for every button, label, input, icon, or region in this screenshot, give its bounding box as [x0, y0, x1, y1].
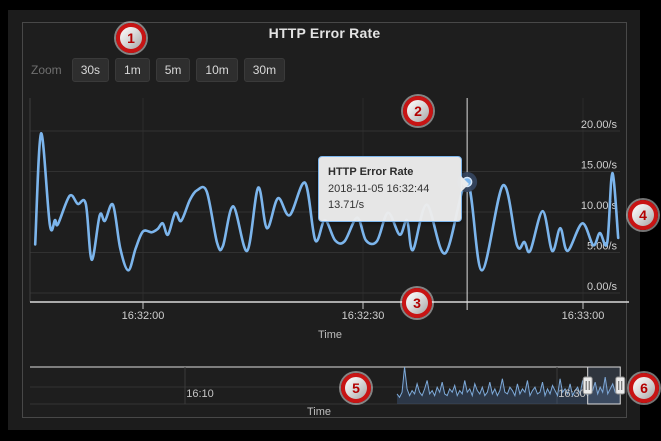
callout-1: 1 [116, 23, 146, 53]
callout-3: 3 [402, 288, 432, 318]
y-tick-label: 0.00/s [587, 281, 617, 293]
navigator-axis-title: Time [307, 406, 331, 418]
chart-title: HTTP Error Rate [268, 25, 381, 41]
tooltip-arrow-icon [461, 176, 469, 192]
zoom-button-1m[interactable]: 1m [115, 58, 150, 82]
y-tick-label: 20.00/s [581, 119, 618, 131]
x-tick-label: 16:33:00 [562, 310, 605, 322]
navigator-tick-label: 16:10 [186, 388, 214, 400]
tooltip-value: 13.71/s [328, 199, 365, 211]
hover-tooltip: HTTP Error Rate 2018-11-05 16:32:44 13.7… [318, 156, 469, 222]
tooltip-series-name: HTTP Error Rate [328, 166, 414, 178]
callout-6: 6 [629, 373, 659, 403]
zoom-button-5m[interactable]: 5m [155, 58, 191, 82]
zoom-button-30m[interactable]: 30m [243, 58, 286, 82]
navigator-handle-left[interactable] [582, 376, 593, 395]
x-axis-title: Time [318, 329, 342, 341]
callout-2: 2 [403, 96, 433, 126]
callout-5: 5 [341, 373, 371, 403]
x-tick-label: 16:32:00 [122, 310, 165, 322]
navigator-tick-label: 16:30 [558, 388, 586, 400]
y-tick-label: 15.00/s [581, 160, 618, 172]
zoom-toolbar-label: Zoom [31, 63, 62, 77]
tooltip-timestamp: 2018-11-05 16:32:44 [328, 182, 430, 195]
zoom-toolbar: Zoom 30s 1m 5m 10m 30m [31, 58, 286, 82]
x-tick-label: 16:32:30 [342, 310, 385, 322]
error-rate-line-series [33, 132, 620, 272]
zoom-button-10m[interactable]: 10m [196, 58, 238, 82]
zoom-button-30s[interactable]: 30s [71, 58, 110, 82]
navigator-handle-right[interactable] [615, 376, 626, 395]
callout-4: 4 [628, 200, 658, 230]
navigator-area-fill [397, 367, 621, 404]
